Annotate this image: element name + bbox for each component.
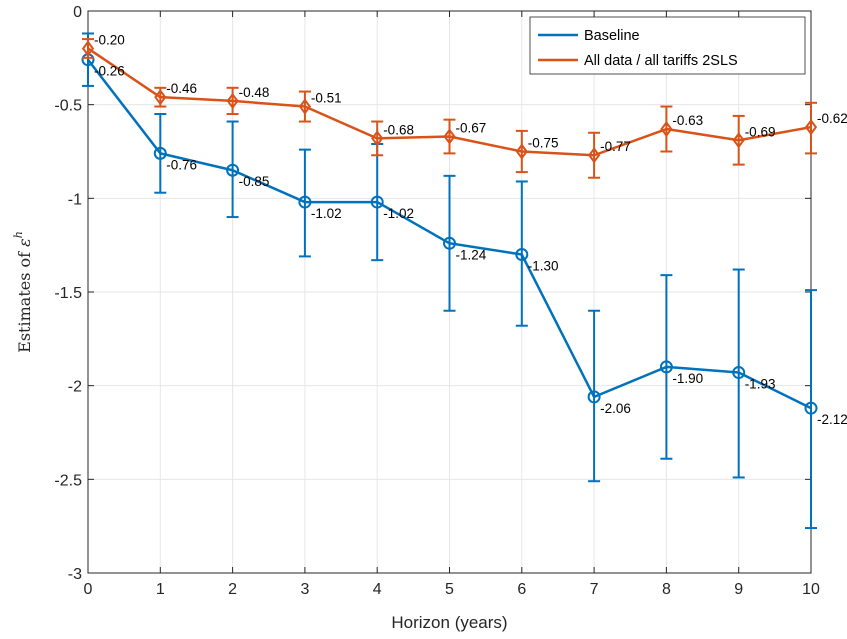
marker-1-3 [298, 98, 312, 115]
x-axis-title: Horizon (years) [391, 613, 507, 632]
y-tick-label-2: -1 [68, 191, 82, 208]
y-tick-label-3: -1.5 [54, 285, 82, 302]
marker-0-2 [226, 163, 240, 177]
data-label-0-5: -1.24 [456, 247, 487, 262]
marker-0-8 [659, 360, 673, 374]
x-tick-label-6: 6 [517, 581, 526, 598]
marker-1-9 [732, 132, 745, 149]
data-label-0-4: -1.02 [383, 206, 414, 221]
data-label-0-0: -0.26 [94, 64, 125, 79]
data-label-0-9: -1.93 [745, 377, 776, 392]
data-label-0-8: -1.90 [672, 371, 703, 386]
marker-1-6 [515, 143, 528, 160]
marker-1-5 [443, 128, 456, 145]
data-label-0-7: -2.06 [600, 401, 631, 416]
series-1 [81, 38, 818, 179]
marker-0-10 [804, 401, 818, 415]
data-label-1-6: -0.75 [528, 136, 559, 151]
marker-0-7 [587, 390, 601, 404]
x-tick-label-3: 3 [300, 581, 309, 598]
marker-1-2 [226, 92, 239, 110]
x-tick-label-7: 7 [590, 581, 599, 598]
y-axis-title-superscript: h [12, 231, 25, 238]
marker-1-10 [804, 118, 818, 136]
legend-box [529, 16, 806, 75]
y-axis-title-prefix: Estimates of [15, 247, 34, 353]
data-label-1-1: -0.46 [166, 81, 197, 96]
marker-0-1 [153, 146, 167, 160]
data-label-1-4: -0.68 [383, 122, 414, 137]
data-label-1-8: -0.63 [672, 113, 703, 128]
data-label-0-10: -2.12 [817, 412, 847, 427]
data-label-1-3: -0.51 [311, 91, 342, 106]
marker-1-7 [587, 147, 601, 164]
y-axis-title: Estimates of εh [12, 231, 34, 353]
x-tick-label-8: 8 [662, 581, 671, 598]
data-label-0-1: -0.76 [166, 157, 197, 172]
marker-1-8 [660, 120, 673, 138]
marker-0-5 [443, 236, 456, 250]
y-tick-label-5: -2.5 [54, 472, 82, 489]
x-tick-label-5: 5 [445, 581, 454, 598]
x-tick-label-0: 0 [84, 581, 93, 598]
x-tick-label-9: 9 [734, 581, 743, 598]
data-label-1-2: -0.48 [239, 85, 270, 100]
data-label-0-6: -1.30 [528, 259, 559, 274]
marker-1-1 [154, 89, 167, 106]
marker-0-9 [732, 366, 746, 380]
y-tick-label-1: -0.5 [54, 98, 82, 115]
legend: Baseline All data / all tariffs 2SLS [529, 16, 806, 75]
marker-1-0 [81, 40, 95, 57]
y-tick-label-0: 0 [73, 4, 82, 21]
data-label-0-3: -1.02 [311, 206, 342, 221]
y-tick-label-4: -2 [68, 379, 82, 396]
x-tick-label-1: 1 [156, 581, 165, 598]
series-layer [81, 32, 818, 530]
marker-0-3 [298, 195, 312, 209]
marker-0-4 [370, 195, 384, 209]
x-tick-label-10: 10 [802, 581, 820, 598]
x-tick-label-4: 4 [373, 581, 382, 598]
legend-label-2sls: All data / all tariffs 2SLS [584, 53, 738, 69]
data-label-0-2: -0.85 [239, 174, 270, 189]
marker-1-4 [371, 130, 384, 147]
marker-0-6 [515, 248, 529, 262]
y-axis-title-symbol: ε [15, 238, 34, 247]
data-label-1-0: -0.20 [94, 32, 125, 47]
data-label-1-9: -0.69 [745, 124, 776, 139]
data-labels-layer: -0.26 -0.76 -0.85 -1.02 -1.02 -1.24 -1.30 -2.06… [94, 32, 847, 427]
x-tick-label-2: 2 [228, 581, 237, 598]
data-label-1-5: -0.67 [456, 121, 487, 136]
data-label-1-7: -0.77 [600, 139, 631, 154]
y-tick-label-6: -3 [68, 566, 82, 583]
data-label-1-10: -0.62 [817, 111, 847, 126]
series-0 [81, 32, 818, 530]
legend-label-baseline: Baseline [584, 28, 640, 44]
